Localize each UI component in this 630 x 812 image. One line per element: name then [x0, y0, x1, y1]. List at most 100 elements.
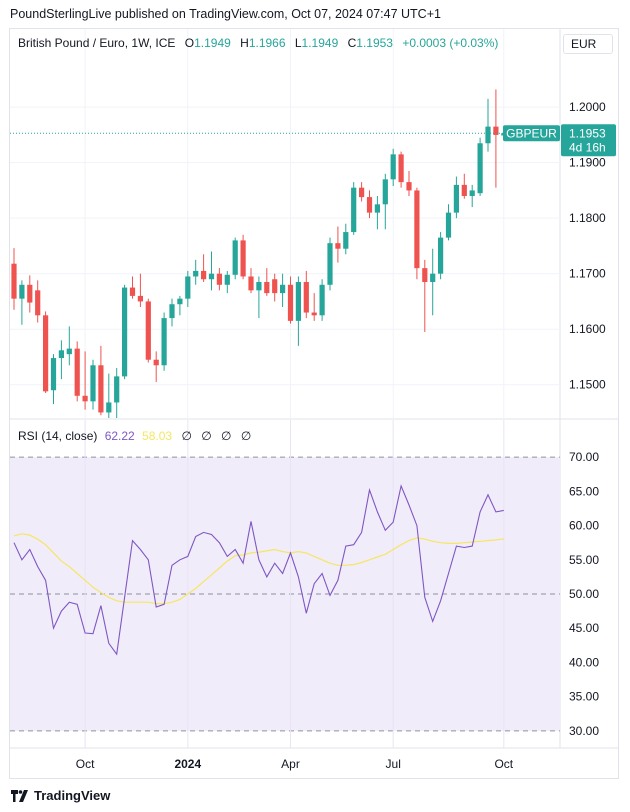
- candle-body: [430, 273, 436, 283]
- candle-body: [114, 376, 120, 403]
- candle: [343, 223, 349, 255]
- candle: [469, 184, 475, 208]
- candle: [382, 173, 388, 230]
- candle: [240, 234, 246, 280]
- candle-body: [66, 348, 72, 355]
- candle-body: [11, 263, 17, 299]
- axes: 1.2000 1.1900 1.1800 1.1700 1.1600 1.1500 Oct 2…: [76, 100, 606, 771]
- price-tag-value: 1.1953: [569, 126, 606, 140]
- open-label: O: [184, 36, 195, 50]
- candle: [256, 276, 262, 319]
- time-tick-label: Oct: [494, 757, 513, 771]
- candle-body: [422, 268, 428, 283]
- candle: [445, 204, 452, 241]
- rsi-tick-label: 35.00: [569, 690, 599, 704]
- candle: [232, 237, 238, 280]
- rsi-value: 62.22: [104, 429, 135, 443]
- candle: [422, 259, 428, 332]
- candle-body: [137, 295, 143, 302]
- candle: [311, 293, 317, 321]
- candle: [453, 176, 459, 219]
- candle: [327, 237, 333, 291]
- time-tick-label: 2024: [174, 757, 201, 771]
- candle: [438, 232, 444, 280]
- candle: [185, 270, 191, 307]
- tradingview-footer[interactable]: TradingView: [11, 788, 110, 803]
- candle-body: [382, 179, 388, 205]
- candle: [193, 259, 199, 285]
- price-tag-bg: [561, 124, 616, 157]
- price-tick-label: 1.1500: [569, 378, 606, 392]
- price-tick-label: 1.2000: [569, 100, 606, 114]
- candle: [90, 359, 96, 410]
- candle: [35, 280, 41, 323]
- currency-button[interactable]: EUR: [563, 34, 613, 54]
- candle: [248, 268, 254, 294]
- time-tick-label: Oct: [76, 757, 95, 771]
- candle-body: [224, 274, 230, 285]
- candle-body: [193, 270, 199, 277]
- price-tick-label: 1.1700: [569, 267, 606, 281]
- candle-body: [129, 287, 136, 296]
- price-tick-label: 1.1900: [569, 156, 606, 170]
- rsi-ma-line: [13, 533, 504, 605]
- candle-body: [477, 143, 483, 194]
- candle: [351, 182, 357, 235]
- candle-body: [50, 358, 57, 391]
- candle: [43, 311, 49, 394]
- candle-body: [43, 315, 49, 392]
- candle: [66, 326, 72, 366]
- candle-body: [106, 402, 112, 413]
- change-value: +0.0003 (+0.03%): [402, 36, 499, 50]
- low-label: L: [294, 36, 302, 50]
- candle: [477, 137, 483, 196]
- candle-body: [303, 282, 309, 313]
- candle: [74, 341, 80, 402]
- candle: [295, 276, 301, 346]
- candle: [390, 148, 396, 186]
- rsi-tick-label: 50.00: [569, 587, 599, 601]
- candle: [137, 273, 143, 307]
- candle: [264, 268, 270, 296]
- candle-body: [398, 154, 404, 183]
- candle-body: [264, 282, 270, 294]
- candle: [153, 351, 159, 382]
- candle-body: [145, 301, 151, 360]
- symbol-legend: British Pound / Euro, 1W, ICE O1.1949 H1…: [18, 36, 498, 50]
- candle: [11, 248, 17, 310]
- price-tick-label: 1.1600: [569, 322, 606, 336]
- candle-body: [319, 284, 325, 316]
- candle: [303, 270, 309, 319]
- candle: [208, 251, 215, 291]
- candle: [335, 226, 341, 263]
- candle-body: [311, 312, 317, 316]
- candle-body: [359, 187, 365, 198]
- candles: [11, 89, 507, 418]
- time-tick-label: Apr: [281, 757, 300, 771]
- candle: [19, 280, 25, 325]
- candle-body: [295, 282, 301, 321]
- candle-body: [98, 365, 104, 413]
- na-value-4: ∅: [240, 429, 252, 443]
- candle-body: [82, 395, 88, 402]
- candle-body: [35, 290, 41, 316]
- candle: [50, 354, 57, 405]
- rsi-line: [13, 484, 504, 656]
- rsi-tick-label: 40.00: [569, 655, 599, 669]
- na-value-2: ∅: [201, 429, 212, 443]
- candle: [366, 190, 373, 219]
- candle: [224, 270, 230, 294]
- candle-body: [335, 243, 341, 249]
- candle: [122, 284, 128, 380]
- rsi-legend: RSI (14, close) 62.22 58.03 ∅ ∅ ∅ ∅: [18, 429, 257, 443]
- candle-body: [58, 350, 64, 359]
- candle-body: [438, 237, 444, 274]
- candle: [359, 182, 365, 202]
- price-tag-countdown: 4d 16h: [569, 140, 606, 154]
- rsi-tick-label: 30.00: [569, 724, 599, 738]
- candle-body: [216, 273, 222, 285]
- candle-body: [390, 154, 396, 180]
- candle-body: [256, 282, 262, 291]
